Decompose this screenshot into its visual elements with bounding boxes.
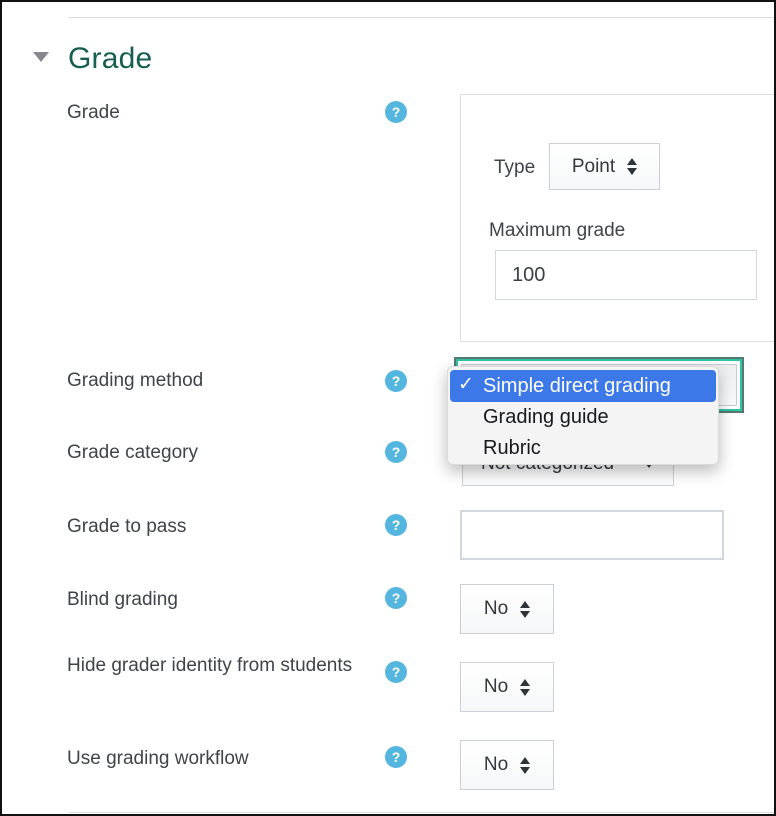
grade-fieldset bbox=[460, 94, 774, 342]
grade-to-pass-help-icon[interactable]: ? bbox=[385, 514, 407, 536]
hide-grader-identity-help-icon[interactable]: ? bbox=[385, 661, 407, 683]
option-simple-direct-grading[interactable]: ✓ Simple direct grading bbox=[450, 370, 716, 402]
blind-grading-select[interactable]: No bbox=[460, 584, 554, 634]
grading-method-label: Grading method bbox=[67, 370, 204, 391]
max-grade-label: Maximum grade bbox=[489, 220, 626, 241]
grade-type-select[interactable]: Point bbox=[549, 143, 660, 190]
updown-arrows-icon bbox=[520, 756, 531, 774]
use-grading-workflow-select[interactable]: No bbox=[460, 740, 554, 790]
blind-grading-label: Blind grading bbox=[67, 589, 178, 610]
hide-grader-identity-select[interactable]: No bbox=[460, 662, 554, 712]
max-grade-input[interactable] bbox=[495, 250, 757, 300]
blind-grading-help-icon[interactable]: ? bbox=[385, 587, 407, 609]
grade-help-icon[interactable]: ? bbox=[385, 101, 407, 123]
grade-category-help-icon[interactable]: ? bbox=[385, 441, 407, 463]
grade-type-label: Type bbox=[494, 157, 536, 178]
use-grading-workflow-help-icon[interactable]: ? bbox=[385, 746, 407, 768]
updown-arrows-icon bbox=[520, 678, 531, 696]
updown-arrows-icon bbox=[520, 600, 531, 618]
option-rubric[interactable]: Rubric bbox=[483, 437, 541, 459]
updown-arrows-icon bbox=[627, 158, 638, 175]
hide-grader-identity-label: Hide grader identity from students bbox=[67, 655, 353, 676]
check-icon: ✓ bbox=[458, 374, 474, 395]
hide-grader-identity-value: No bbox=[483, 676, 509, 697]
bottom-divider bbox=[68, 812, 774, 813]
grade-to-pass-label: Grade to pass bbox=[67, 516, 187, 537]
use-grading-workflow-value: No bbox=[483, 754, 509, 775]
grade-type-value: Point bbox=[571, 155, 616, 177]
grade-label: Grade bbox=[67, 102, 120, 123]
section-title[interactable]: Grade bbox=[68, 42, 153, 75]
use-grading-workflow-label: Use grading workflow bbox=[67, 748, 249, 769]
collapse-section-icon[interactable] bbox=[33, 52, 49, 62]
blind-grading-value: No bbox=[483, 598, 509, 619]
grading-method-help-icon[interactable]: ? bbox=[385, 370, 407, 392]
option-grading-guide[interactable]: Grading guide bbox=[483, 406, 609, 428]
top-divider bbox=[68, 17, 774, 18]
grade-category-label: Grade category bbox=[67, 442, 198, 463]
grading-method-dropdown: ✓ Simple direct grading Grading guide Ru… bbox=[447, 366, 719, 465]
grade-to-pass-input[interactable] bbox=[460, 510, 724, 560]
